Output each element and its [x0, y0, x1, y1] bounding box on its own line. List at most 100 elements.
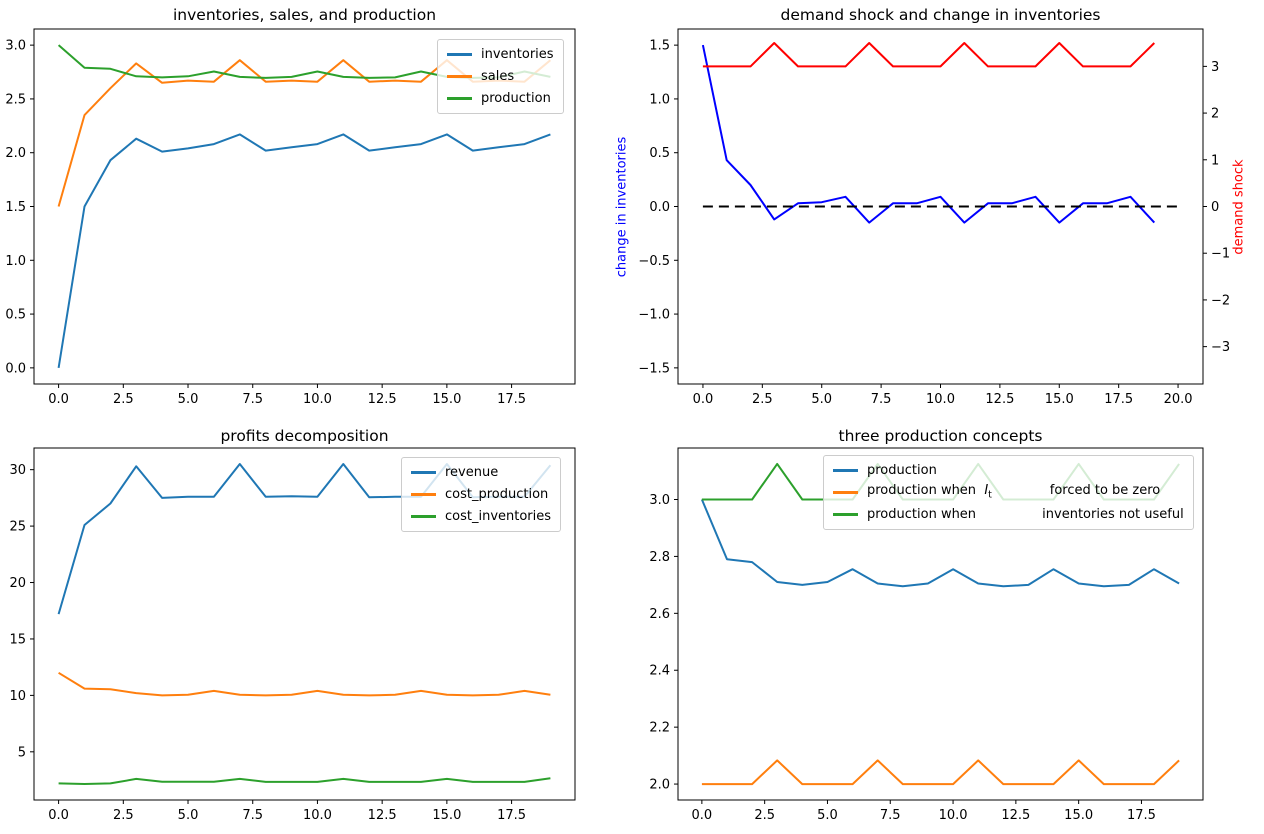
y-tick-label: 0.5 [5, 308, 26, 323]
y-tick-label: 2.6 [649, 607, 670, 622]
y-tick-label: −1.5 [638, 361, 670, 376]
x-tick-label: 2.5 [113, 392, 134, 407]
y-tick-label: 0.5 [649, 146, 670, 161]
legend-label: production when inventories not useful [867, 507, 1184, 522]
x-tick-label: 10.0 [303, 808, 332, 823]
x-tick-label: 12.5 [368, 808, 397, 823]
plot-canvas: 0.0 2.5 5.0 7.5 10.0 12.5 15.0 17.5 20.0−1.5−1.0… [638, 28, 1230, 407]
y-tick-label: 1.5 [5, 200, 26, 215]
x-tick-label: 12.5 [368, 392, 397, 407]
x-tick-label: 5.0 [811, 392, 832, 407]
x-tick-label: 12.5 [1001, 808, 1030, 823]
series-production-line [700, 499, 1180, 588]
legend: revenue cost_production cost_inventories [401, 457, 562, 532]
y-tick-label: 5 [18, 745, 26, 760]
x-tick-label: 15.0 [432, 808, 461, 823]
y-tick-label: 20 [9, 576, 26, 591]
plot-canvas: 0.0 2.5 5.0 7.5 10.0 12.5 15.0 17.5 2.0 2.2 2.4 2.6… [649, 447, 1204, 823]
x-tick-label: 10.0 [939, 808, 968, 823]
y-right-tick-label: 2 [1211, 107, 1219, 122]
legend: inventories sales production [437, 39, 564, 114]
y-right-tick-label: −3 [1211, 340, 1230, 355]
y-tick-label: 15 [9, 632, 26, 647]
chart-title: demand shock and change in inventories [780, 6, 1101, 24]
x-tick-label: 0.0 [48, 392, 69, 407]
x-tick-label: 7.5 [880, 808, 901, 823]
legend-line-sample [833, 491, 858, 494]
y-tick-label: 25 [9, 520, 26, 535]
legend-label: production [481, 91, 551, 106]
x-tick-label: 20.0 [1164, 392, 1193, 407]
legend-item-production: production [833, 462, 1184, 479]
legend-line-sample [447, 53, 472, 56]
legend-item-cost-production: cost_production [411, 486, 551, 503]
x-tick-label: 15.0 [1064, 808, 1093, 823]
y-tick-label: 2.4 [649, 664, 670, 679]
y-right-tick-label: −2 [1211, 293, 1230, 308]
y-tick-label: 3.0 [5, 39, 26, 54]
legend-item-sales: sales [447, 68, 554, 85]
legend-label: production [867, 463, 937, 478]
legend-label: cost_production [445, 487, 549, 502]
y-right-tick-label: 3 [1211, 60, 1219, 75]
subplot-profits-decomposition: profits decomposition 0.0 2.5 5.0 7.5 10.0 12… [0, 417, 632, 834]
legend-line-sample [447, 75, 472, 78]
legend-item-cost-inventories: cost_inventories [411, 508, 551, 525]
legend-label: cost_inventories [445, 509, 552, 524]
x-tick-label: 2.5 [754, 808, 775, 823]
legend-line-sample [447, 97, 472, 100]
legend-item-production-when-i-t-forced-to-be-zero: production when It forced to be zero [833, 483, 1184, 501]
y-tick-label: 2.5 [5, 92, 26, 107]
legend-item-production: production [447, 90, 554, 107]
legend-line-sample [411, 471, 436, 474]
y-tick-label: −0.5 [638, 254, 670, 269]
x-tick-label: 7.5 [242, 392, 263, 407]
legend-line-sample [411, 493, 436, 496]
y-tick-label: 2.0 [649, 778, 670, 793]
x-tick-label: 17.5 [1104, 392, 1133, 407]
x-tick-label: 17.5 [1127, 808, 1156, 823]
x-tick-label: 10.0 [303, 392, 332, 407]
y-tick-label: 0.0 [5, 361, 26, 376]
legend-label: revenue [445, 465, 499, 480]
subplot-demand-shock-change-in-inventories: demand shock and change in inventories 0… [615, 0, 1264, 417]
legend-item-revenue: revenue [411, 464, 551, 481]
y-tick-label: 10 [9, 689, 26, 704]
y-tick-label: 2.0 [5, 146, 26, 161]
x-tick-label: 5.0 [178, 392, 199, 407]
y-tick-label: 2.2 [649, 721, 670, 736]
x-tick-label: 12.5 [985, 392, 1014, 407]
y-axis-label-right: demand shock [1231, 158, 1247, 255]
x-tick-label: 15.0 [432, 392, 461, 407]
legend-line-sample [833, 513, 858, 516]
x-tick-label: 7.5 [871, 392, 892, 407]
x-tick-label: 0.0 [693, 392, 714, 407]
chart-title: three production concepts [838, 427, 1043, 445]
x-tick-label: 2.5 [752, 392, 773, 407]
legend-line-sample [833, 469, 858, 472]
legend-item-inventories: inventories [447, 46, 554, 63]
y-tick-label: 30 [9, 463, 26, 478]
chart-title: inventories, sales, and production [172, 6, 437, 24]
x-tick-label: 0.0 [48, 808, 69, 823]
legend-label: inventories [481, 47, 554, 62]
series-cost-inventories-line [58, 777, 551, 785]
legend: production production when It forced to b… [823, 455, 1194, 530]
series-demand-shock-line [702, 42, 1156, 68]
y-tick-label: −1.0 [638, 308, 670, 323]
legend-item-production-when-inventories-not-useful: production when inventories not useful [833, 506, 1184, 523]
x-tick-label: 5.0 [178, 808, 199, 823]
series-cost-production-line [58, 671, 551, 697]
x-tick-label: 5.0 [817, 808, 838, 823]
y-tick-label: 1.0 [5, 254, 26, 269]
subplot-inventories-sales-production: inventories, sales, and production 0.0 2.… [0, 0, 632, 417]
series-inventories-line [57, 133, 551, 369]
x-tick-label: 17.5 [497, 808, 526, 823]
chart-title: profits decomposition [220, 427, 389, 445]
x-tick-label: 17.5 [497, 392, 526, 407]
series-production-when-i-t-forced-to-be-zero-line [701, 759, 1180, 786]
y-tick-label: 1.0 [649, 92, 670, 107]
x-tick-label: 2.5 [113, 808, 134, 823]
subplot-three-production-concepts: three production concepts 0.0 2.5 5.0 7.5 10… [632, 417, 1264, 834]
